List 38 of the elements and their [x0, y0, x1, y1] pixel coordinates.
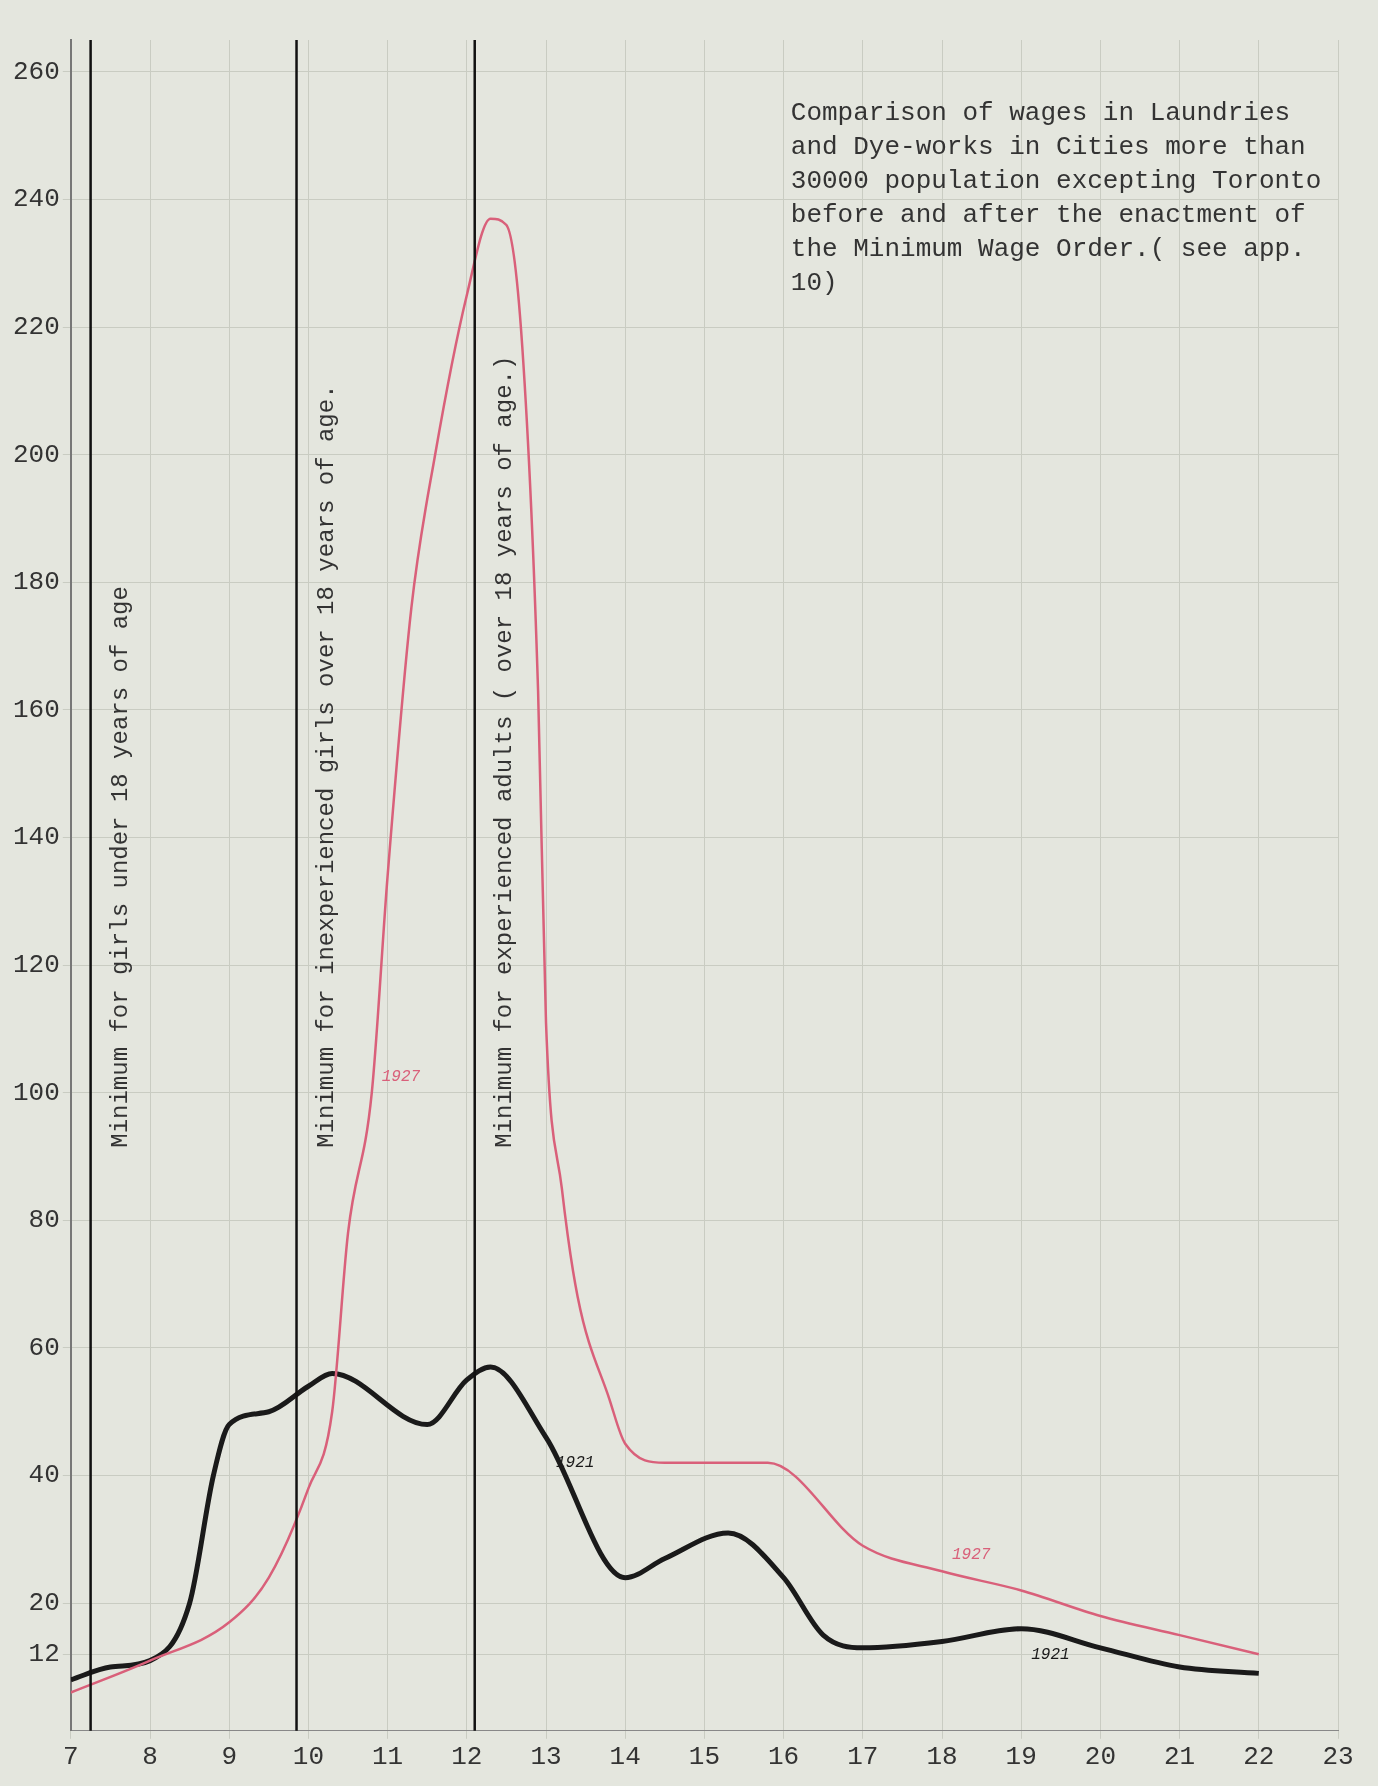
series-label: 1927	[381, 1067, 421, 1086]
x-tick-label: 16	[767, 1742, 800, 1773]
ref-line-label: Minimum for experienced adults ( over 18 years of age.)	[491, 355, 519, 1148]
y-tick-label: 40	[28, 1460, 60, 1491]
y-tick-label: 220	[13, 312, 60, 343]
y-tick-label: 20	[28, 1588, 60, 1619]
ref-line-label: Minimum for girls under 18 years of age	[106, 586, 134, 1148]
x-tick-label: 9	[221, 1742, 238, 1773]
x-tick-label: 21	[1163, 1742, 1196, 1773]
y-tick-label: 240	[13, 184, 60, 215]
y-tick-label: 260	[13, 56, 60, 87]
x-tick-label: 22	[1243, 1742, 1275, 1773]
y-tick-label: 140	[13, 822, 60, 853]
x-tick-label: 18	[926, 1742, 958, 1773]
x-tick-label: 10	[292, 1742, 325, 1773]
x-tick-label: 19	[1005, 1742, 1037, 1773]
x-tick-label: 20	[1084, 1742, 1117, 1773]
x-tick-label: 15	[688, 1742, 721, 1773]
x-tick-label: 23	[1322, 1742, 1354, 1773]
text: Comparison of wages in Laundries and Dye-works in Cities more than 30000 population excepting Toronto before and after the enactment of the Minimum Wage Order.( see app. 10)	[790, 97, 1322, 298]
x-tick-label: 12	[451, 1742, 483, 1773]
ref-line-label: Minimum for inexperienced girls over 18 years of age.	[312, 384, 340, 1148]
y-tick-label: 200	[13, 439, 60, 470]
y-tick-label: 180	[13, 567, 60, 598]
y-tick-label: 100	[13, 1077, 60, 1108]
x-tick-label: 17	[847, 1742, 879, 1773]
y-tick-label: 120	[13, 950, 60, 981]
x-tick-label: 13	[530, 1742, 562, 1773]
text: 1921	[1031, 1645, 1070, 1664]
y-tick-label: 60	[28, 1332, 60, 1363]
x-tick-label: 8	[142, 1742, 158, 1773]
y-tick-label: 160	[13, 694, 60, 725]
y-tick-label: 80	[28, 1205, 60, 1236]
x-tick-label: 14	[609, 1742, 641, 1773]
x-tick-label: 11	[372, 1742, 404, 1773]
text: 1927	[952, 1546, 991, 1565]
y-tick-label: 12	[28, 1639, 60, 1670]
x-tick-label: 7	[63, 1742, 79, 1773]
